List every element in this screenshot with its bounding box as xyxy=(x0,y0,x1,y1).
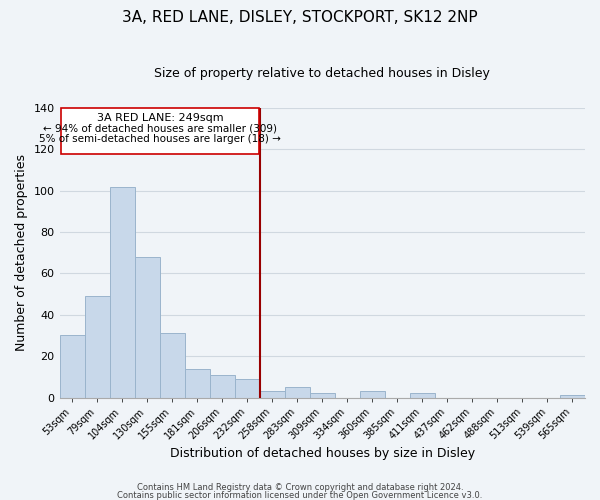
Text: 3A, RED LANE, DISLEY, STOCKPORT, SK12 2NP: 3A, RED LANE, DISLEY, STOCKPORT, SK12 2N… xyxy=(122,10,478,25)
Bar xyxy=(209,375,235,398)
Bar xyxy=(410,394,435,398)
Bar xyxy=(110,186,134,398)
Bar xyxy=(160,334,185,398)
Bar xyxy=(134,257,160,398)
Bar xyxy=(185,368,209,398)
Bar xyxy=(235,379,260,398)
Bar xyxy=(260,392,285,398)
Bar xyxy=(360,392,385,398)
Text: Contains HM Land Registry data © Crown copyright and database right 2024.: Contains HM Land Registry data © Crown c… xyxy=(137,484,463,492)
Text: ← 94% of detached houses are smaller (309): ← 94% of detached houses are smaller (30… xyxy=(43,124,277,134)
Bar xyxy=(85,296,110,398)
Bar xyxy=(59,336,85,398)
Text: 3A RED LANE: 249sqm: 3A RED LANE: 249sqm xyxy=(97,113,223,123)
Bar xyxy=(310,394,335,398)
X-axis label: Distribution of detached houses by size in Disley: Distribution of detached houses by size … xyxy=(170,447,475,460)
Text: 5% of semi-detached houses are larger (18) →: 5% of semi-detached houses are larger (1… xyxy=(39,134,281,144)
Y-axis label: Number of detached properties: Number of detached properties xyxy=(15,154,28,352)
Bar xyxy=(285,387,310,398)
Title: Size of property relative to detached houses in Disley: Size of property relative to detached ho… xyxy=(154,68,490,80)
Bar xyxy=(560,396,585,398)
FancyBboxPatch shape xyxy=(61,108,259,154)
Text: Contains public sector information licensed under the Open Government Licence v3: Contains public sector information licen… xyxy=(118,490,482,500)
